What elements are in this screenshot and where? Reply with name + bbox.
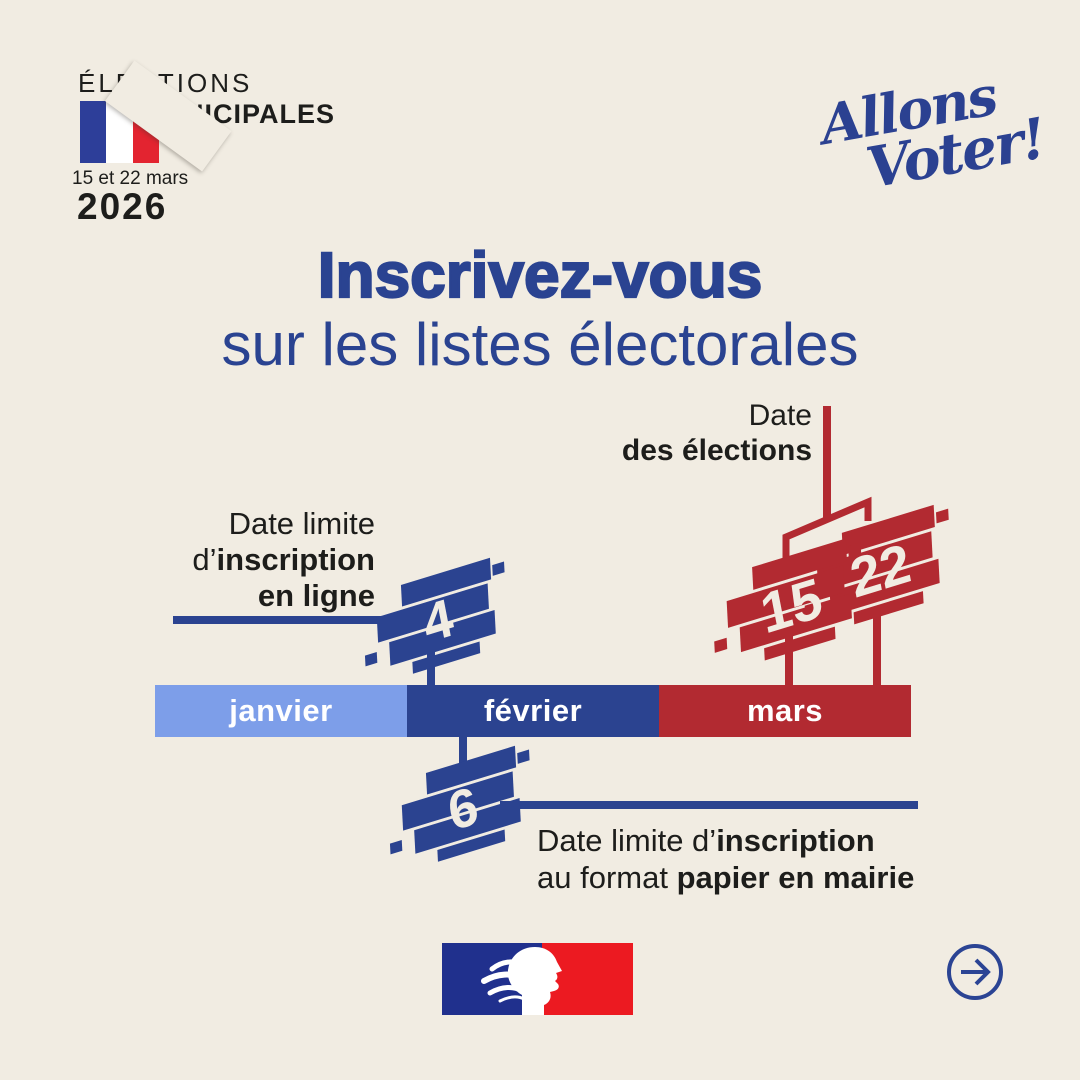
online-label-line2: d’inscription bbox=[192, 542, 375, 577]
marianne-hair-wisp-2 bbox=[481, 971, 524, 984]
timeline-month-bar: janvier février mars bbox=[155, 685, 911, 737]
elections-label-line1: Date bbox=[748, 399, 812, 432]
elections-bracket bbox=[782, 496, 872, 560]
month-janvier: janvier bbox=[155, 685, 407, 737]
paper-label-line2: au format papier en mairie bbox=[537, 860, 915, 895]
french-republic-logo bbox=[442, 943, 633, 1015]
paper-label-line1: Date limite d’inscription bbox=[537, 823, 875, 858]
title-line1: Inscrivez-vous bbox=[317, 239, 764, 311]
badge-6-number: 6 bbox=[443, 776, 483, 843]
badge-day-6: 6 bbox=[365, 741, 555, 876]
online-label-line1: Date limite bbox=[228, 506, 375, 541]
arrow-right-icon bbox=[947, 944, 1003, 1000]
marianne-hair-wisp-4 bbox=[498, 995, 526, 1003]
page-title: Inscrivez-vous sur les listes électorale… bbox=[0, 239, 1080, 378]
badge-4-number: 4 bbox=[418, 588, 458, 655]
title-line2: sur les listes électorales bbox=[221, 311, 859, 378]
marianne-hair-wisp-3 bbox=[487, 985, 525, 996]
header-election-year: 2026 bbox=[77, 186, 168, 227]
elections-label-line2: des élections bbox=[621, 434, 812, 467]
next-arrow-button[interactable] bbox=[946, 943, 1006, 1003]
online-deadline-label: Date limite d’inscription en ligne bbox=[192, 506, 375, 614]
marianne-logo-graphic bbox=[442, 943, 633, 1015]
badge-22-number: 22 bbox=[845, 531, 915, 610]
allons-voter-logo: Allons Voter! bbox=[815, 63, 1051, 202]
elections-date-label: Date des élections bbox=[622, 398, 812, 468]
header-election-dates: 15 et 22 mars bbox=[72, 168, 189, 189]
badge-day-22: 22 bbox=[779, 500, 975, 640]
flag-band-blue bbox=[80, 101, 107, 163]
badge-15-number: 15 bbox=[755, 565, 827, 645]
online-label-line3: en ligne bbox=[257, 578, 375, 613]
month-mars: mars bbox=[659, 685, 911, 737]
marianne-hair-wisp-1 bbox=[489, 959, 525, 972]
paper-deadline-label: Date limite d’inscription au format papi… bbox=[537, 822, 914, 896]
badge-day-15: 15 bbox=[688, 534, 888, 676]
month-fevrier: février bbox=[407, 685, 659, 737]
french-flag-icon bbox=[80, 60, 232, 172]
